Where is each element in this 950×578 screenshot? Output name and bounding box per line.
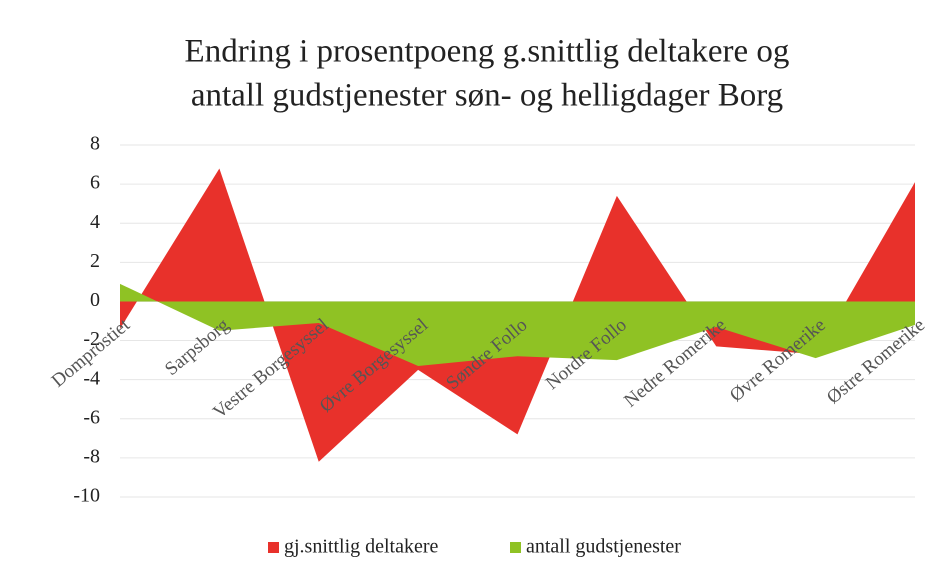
y-tick-label: -4	[83, 367, 100, 389]
y-tick-label: -10	[73, 485, 100, 507]
legend: gj.snittlig deltakere antall gudstjeneste…	[268, 536, 681, 558]
y-tick-label: 8	[90, 133, 100, 155]
y-tick-label: -6	[83, 406, 100, 428]
y-tick-label: -2	[83, 328, 100, 350]
y-tick-label: 0	[90, 289, 100, 311]
chart-title-line-2: antall gudstjenester søn- og helligdager…	[191, 78, 783, 114]
area	[120, 283, 915, 366]
plot-area	[120, 168, 915, 462]
chart-title-line-1: Endring i prosentpoeng g.snittlig deltak…	[185, 34, 790, 70]
legend-label: antall gudstjenester	[526, 536, 681, 558]
legend-swatch	[510, 542, 521, 553]
legend-swatch	[268, 542, 279, 553]
y-tick-label: 2	[90, 250, 100, 272]
legend-label: gj.snittlig deltakere	[284, 536, 439, 558]
y-tick-label: -8	[83, 445, 100, 467]
y-tick-label: 4	[90, 211, 100, 233]
y-tick-label: 6	[90, 172, 100, 194]
